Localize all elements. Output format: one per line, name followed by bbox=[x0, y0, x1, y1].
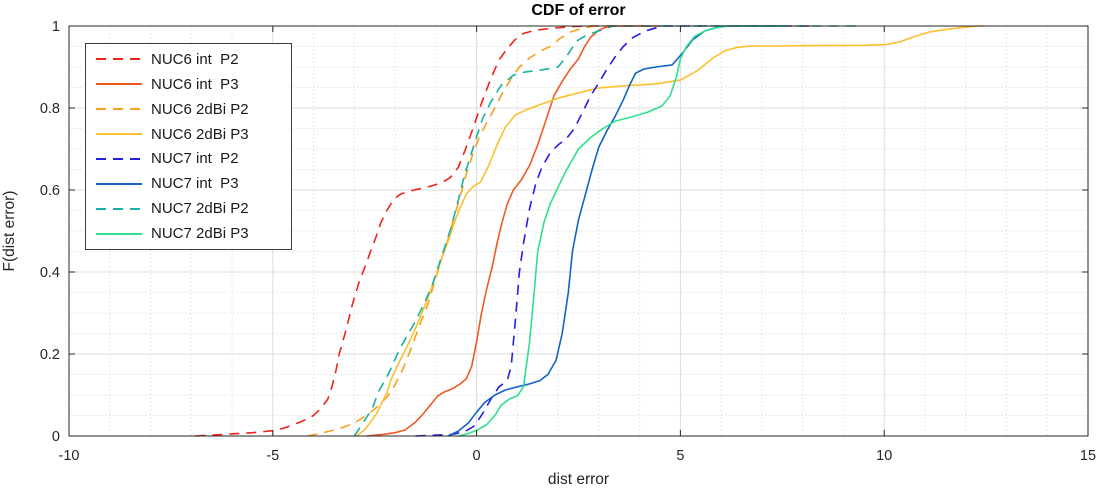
legend: NUC6 int P2 NUC6 int P3 NUC6 2dBi P2 NUC6 2… bbox=[85, 43, 292, 250]
legend-line-sample bbox=[96, 83, 142, 86]
legend-item: NUC6 2dBi P3 bbox=[95, 122, 291, 146]
legend-line-sample bbox=[96, 133, 142, 136]
legend-line-sample bbox=[96, 182, 142, 185]
cdf-curve bbox=[415, 25, 811, 437]
legend-item: NUC6 2dBi P2 bbox=[95, 97, 291, 121]
y-tick-label: 0.8 bbox=[40, 101, 60, 117]
cdf-curve bbox=[458, 25, 783, 437]
legend-item-label: NUC6 int P3 bbox=[151, 75, 239, 93]
x-tick-label: -10 bbox=[59, 448, 80, 464]
cdf-curve bbox=[307, 25, 660, 437]
legend-line-sample bbox=[96, 157, 142, 160]
legend-item: NUC6 int P2 bbox=[95, 47, 291, 71]
legend-line-sample bbox=[96, 58, 142, 61]
legend-item: NUC7 2dBi P3 bbox=[95, 222, 291, 246]
legend-item-label: NUC7 2dBi P2 bbox=[151, 200, 249, 218]
y-axis-label: F(dist error) bbox=[1, 190, 18, 272]
x-tick-label: 0 bbox=[473, 448, 481, 464]
legend-item: NUC6 int P3 bbox=[95, 72, 291, 96]
x-tick-label: 5 bbox=[676, 448, 684, 464]
x-tick-label: 10 bbox=[876, 448, 892, 464]
legend-item-label: NUC6 int P2 bbox=[151, 50, 239, 68]
y-tick-label: 0 bbox=[52, 429, 60, 445]
x-tick-label: -5 bbox=[266, 448, 279, 464]
y-tick-label: 0.2 bbox=[40, 347, 60, 363]
y-tick-label: 1 bbox=[52, 19, 60, 35]
cdf-curve bbox=[447, 25, 783, 437]
legend-item-label: NUC7 int P3 bbox=[151, 175, 239, 193]
legend-line-sample bbox=[96, 108, 142, 111]
y-tick-label: 0.6 bbox=[40, 183, 60, 199]
cdf-curve bbox=[355, 25, 985, 437]
legend-item-label: NUC6 2dBi P2 bbox=[151, 100, 249, 118]
legend-item-label: NUC7 int P2 bbox=[151, 150, 239, 168]
legend-item: NUC7 int P2 bbox=[95, 147, 291, 171]
chart-title: CDF of error bbox=[531, 2, 626, 19]
x-tick-label: 15 bbox=[1080, 448, 1096, 464]
y-tick-label: 0.4 bbox=[40, 265, 60, 281]
legend-item: NUC7 int P3 bbox=[95, 172, 291, 196]
cdf-curve bbox=[195, 25, 648, 437]
legend-item-label: NUC7 2dBi P3 bbox=[151, 225, 249, 243]
legend-item: NUC7 2dBi P2 bbox=[95, 197, 291, 221]
cdf-curve bbox=[366, 25, 660, 437]
x-axis-label: dist error bbox=[547, 471, 610, 488]
legend-line-sample bbox=[96, 232, 142, 235]
axes-box bbox=[68, 25, 1089, 437]
legend-item-label: NUC6 2dBi P3 bbox=[151, 125, 249, 143]
legend-line-sample bbox=[96, 207, 142, 210]
